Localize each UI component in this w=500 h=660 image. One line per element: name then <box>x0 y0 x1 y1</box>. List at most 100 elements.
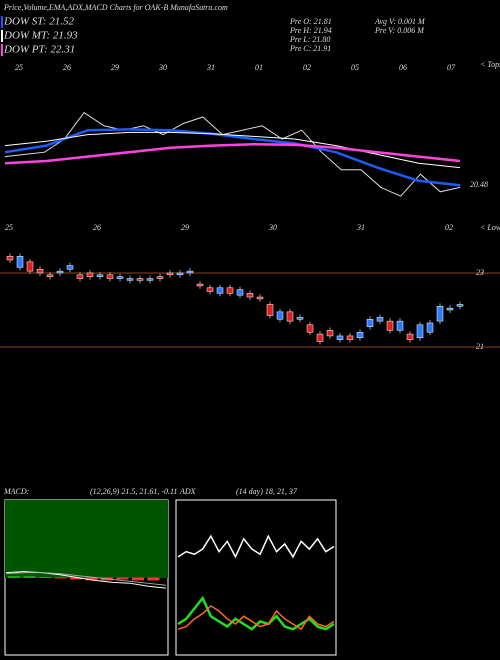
candle-body <box>456 304 464 307</box>
price-line <box>4 111 461 197</box>
candle-body <box>366 319 374 327</box>
date-label: 29 <box>181 223 189 232</box>
adx-title: ADX <box>179 487 197 496</box>
histogram-bar <box>54 577 67 579</box>
macd-params: (12,26,9) 21.5, 21.61, -0.11 <box>90 487 177 496</box>
date-label: 05 <box>351 63 359 72</box>
candle-body <box>336 335 344 340</box>
candle-body <box>76 274 84 279</box>
macd-upper-zone <box>5 500 168 578</box>
candle-body <box>116 276 124 279</box>
histogram-bar <box>147 577 160 581</box>
stat: Pre O: 21.81 <box>289 17 332 26</box>
candle-body <box>6 256 14 261</box>
candle-body <box>156 276 164 279</box>
candle-body <box>306 324 314 333</box>
candle-body <box>36 269 44 274</box>
date-label: 02 <box>445 223 453 232</box>
legend-label: DOW ST: 21.52 <box>3 16 74 28</box>
histogram-bar <box>70 577 82 580</box>
candle-body <box>26 261 34 272</box>
ema-line <box>4 131 461 169</box>
ema-line <box>4 128 461 187</box>
candle-body <box>136 278 144 281</box>
candle-body <box>396 320 404 331</box>
legend-swatch <box>1 44 3 56</box>
candle-body <box>356 331 364 339</box>
tops-label: < Tops <box>480 60 500 69</box>
candle-body <box>416 324 424 339</box>
candle-body <box>96 274 104 277</box>
legend-swatch <box>1 30 3 42</box>
legend-label: DOW MT: 21.93 <box>3 30 78 42</box>
candle-body <box>266 304 274 316</box>
ema-line <box>4 143 461 165</box>
adx-params: (14 day) 18, 21, 37 <box>236 487 298 496</box>
last-price-label: 20.48 <box>470 180 488 189</box>
candle-body <box>376 317 384 322</box>
candle-body <box>206 287 214 292</box>
date-label: 25 <box>15 63 23 72</box>
candle-body <box>196 283 204 287</box>
page-title: Price,Volume,EMA,ADX,MACD Charts for OAK… <box>3 3 228 12</box>
histogram-bar <box>8 576 20 578</box>
candle-body <box>436 306 444 322</box>
histogram-bar <box>132 577 144 581</box>
stat: Pre L: 21.80 <box>289 35 330 44</box>
date-label: 26 <box>63 63 71 72</box>
candle-body <box>16 256 24 268</box>
candle-body <box>46 274 54 277</box>
adx-line <box>177 534 335 559</box>
date-label: 31 <box>356 223 365 232</box>
candle-body <box>66 265 74 270</box>
histogram-bar <box>39 577 51 578</box>
candle-body <box>106 274 114 279</box>
candle-body <box>166 272 174 276</box>
date-label: 25 <box>5 223 13 232</box>
candle-body <box>86 272 94 277</box>
y-tick-label: 23 <box>476 268 484 277</box>
date-label: 29 <box>111 63 119 72</box>
date-label: 31 <box>206 63 215 72</box>
candle-body <box>276 311 284 320</box>
histogram-bar <box>23 576 36 578</box>
histogram-bar <box>116 577 129 580</box>
date-label: 30 <box>268 223 277 232</box>
date-label: 30 <box>158 63 167 72</box>
candle-body <box>126 278 134 281</box>
stat: Avg V: 0.001 M <box>374 17 426 26</box>
date-label: 26 <box>93 223 101 232</box>
candle-body <box>406 333 414 340</box>
legend-label: DOW PT: 22.31 <box>3 44 75 56</box>
macd-line <box>5 572 167 586</box>
stat: Pre V: 0.006 M <box>374 26 425 35</box>
lows-label: < Lows <box>480 223 500 232</box>
candle-body <box>176 272 184 276</box>
y-tick-label: 21 <box>476 342 484 351</box>
candle-body <box>346 335 354 340</box>
candle-body <box>326 330 334 337</box>
stat: Pre H: 21.94 <box>289 26 332 35</box>
date-label: 01 <box>255 63 263 72</box>
date-label: 07 <box>447 63 456 72</box>
candle-body <box>216 287 224 294</box>
candle-body <box>146 278 154 281</box>
date-label: 02 <box>303 63 311 72</box>
candle-body <box>236 289 244 296</box>
candle-body <box>56 270 64 274</box>
adx-line <box>177 604 335 631</box>
candle-body <box>426 322 434 333</box>
candle-body <box>246 293 254 298</box>
adx-frame <box>175 499 337 656</box>
candle-body <box>316 333 324 342</box>
candle-body <box>186 270 194 274</box>
candle-body <box>286 311 294 322</box>
candle-body <box>386 320 394 331</box>
stat: Pre C: 21.91 <box>289 44 331 53</box>
legend-swatch <box>1 16 3 28</box>
candle-body <box>256 296 264 300</box>
macd-title: MACD: <box>3 487 30 496</box>
candle-body <box>226 287 234 294</box>
date-label: 06 <box>399 63 407 72</box>
